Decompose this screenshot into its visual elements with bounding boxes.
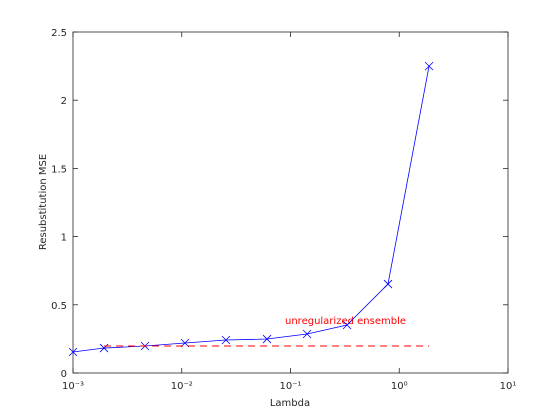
y-axis-label: Resubstitution MSE: [38, 154, 49, 250]
x-tick-label: 10⁻²: [171, 381, 193, 392]
x-tick-label: 10⁻¹: [279, 381, 301, 392]
x-axis-label: Lambda: [270, 398, 310, 409]
point-marker: [342, 320, 352, 330]
point-marker: [99, 343, 109, 353]
annotation: unregularized ensemble: [285, 316, 406, 327]
x-tick-label: 10⁻³: [62, 381, 84, 392]
y-tick-label: 2.5: [51, 28, 67, 39]
y-tick-label: 1: [61, 233, 67, 244]
y-tick-label: 2: [61, 96, 67, 107]
y-tick-label: 0.5: [51, 301, 67, 312]
point-marker: [302, 329, 312, 339]
x-tick-label: 10⁰: [391, 381, 408, 392]
point-marker: [424, 61, 434, 71]
point-marker: [68, 347, 78, 357]
y-tick-label: 0: [61, 369, 67, 380]
point-marker: [221, 335, 231, 345]
x-tick-label: 10¹: [500, 381, 517, 392]
point-marker: [383, 279, 393, 289]
series-line: [72, 66, 430, 353]
point-marker: [262, 334, 272, 344]
y-tick-label: 1.5: [51, 164, 67, 175]
